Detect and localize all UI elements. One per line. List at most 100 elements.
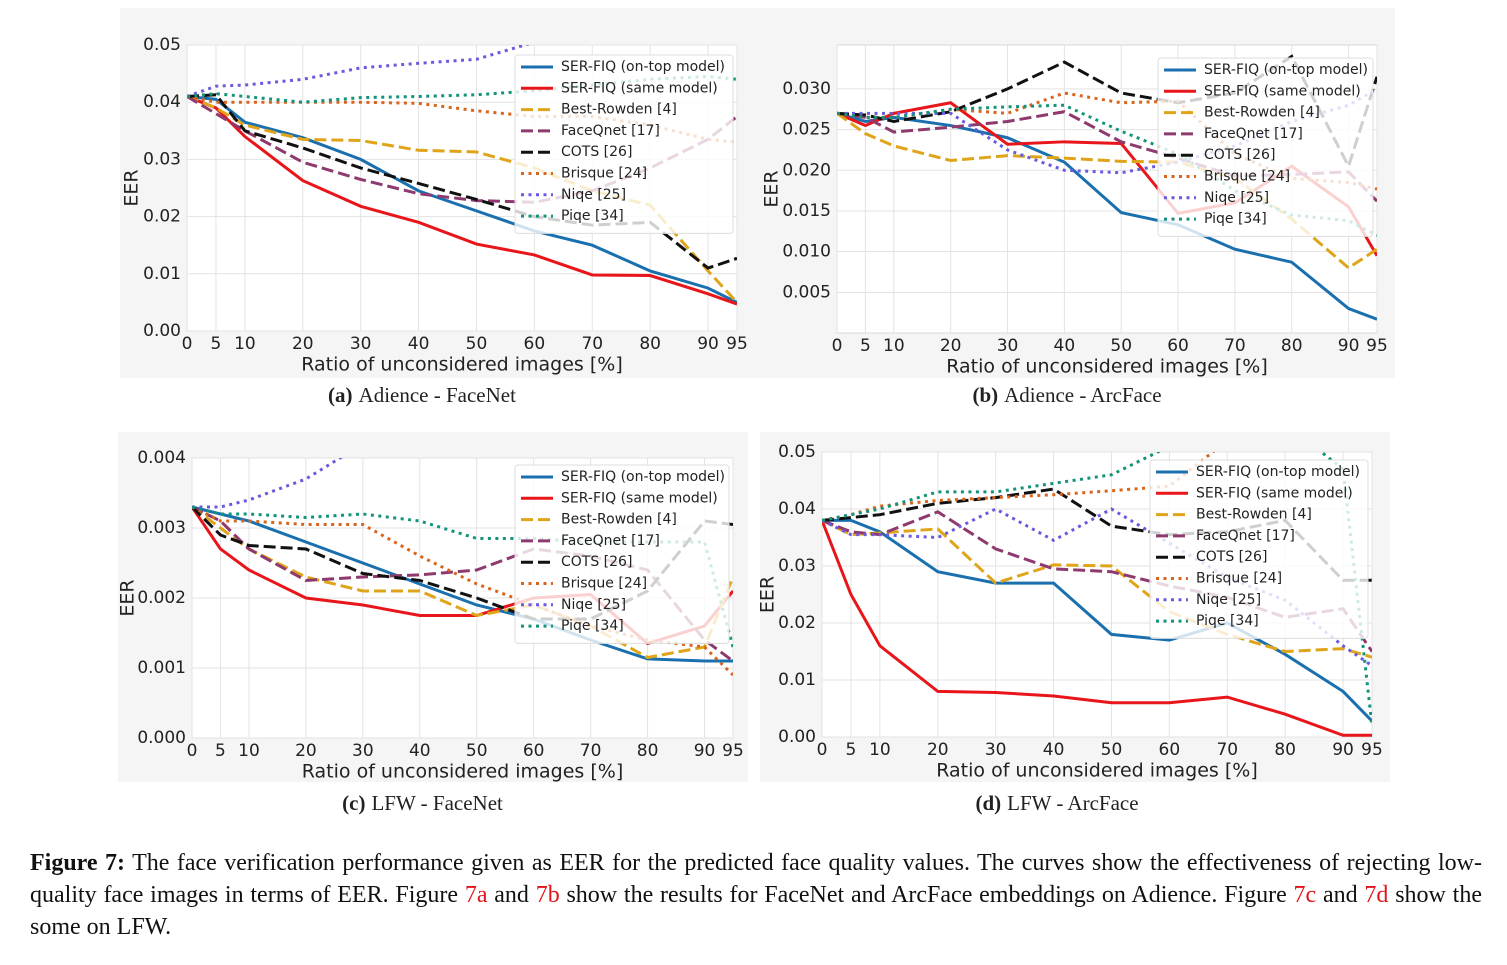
y-tick-label: 0.05 <box>778 442 816 462</box>
legend-label: Best-Rowden [4] <box>561 512 677 528</box>
x-tick-label: 0 <box>182 334 193 354</box>
legend-label: FaceQnet [17] <box>1196 528 1295 544</box>
x-tick-label: 10 <box>234 334 256 354</box>
x-tick-label: 95 <box>722 741 744 761</box>
x-tick-label: 40 <box>409 741 431 761</box>
legend-label: SER-FIQ (on-top model) <box>561 469 725 485</box>
y-tick-label: 0.001 <box>137 658 186 678</box>
x-tick-label: 90 <box>1332 740 1354 760</box>
y-tick-label: 0.000 <box>137 728 186 748</box>
data-line <box>822 518 1372 723</box>
x-tick-label: 20 <box>927 740 949 760</box>
y-tick-label: 0.020 <box>782 160 831 180</box>
legend-label: Niqe [25] <box>561 187 626 203</box>
legend-label: Niqe [25] <box>561 597 626 613</box>
x-tick-label: 0 <box>832 336 843 356</box>
y-tick-label: 0.04 <box>143 92 181 112</box>
data-line <box>822 487 1372 582</box>
x-tick-label: 95 <box>1366 336 1388 356</box>
x-tick-label: 80 <box>1274 740 1296 760</box>
x-tick-label: 30 <box>997 336 1019 356</box>
data-line <box>192 505 733 660</box>
legend-label: Best-Rowden [4] <box>1204 105 1320 121</box>
x-tick-label: 40 <box>1043 740 1065 760</box>
x-tick-label: 50 <box>1110 336 1132 356</box>
legend-label: Brisque [24] <box>561 166 647 182</box>
legend-label: FaceQnet [17] <box>1204 126 1303 142</box>
x-tick-label: 60 <box>1159 740 1181 760</box>
caption-label: Figure 7: <box>30 850 126 876</box>
x-tick-label: 30 <box>985 740 1007 760</box>
legend-label: Brisque [24] <box>1204 169 1290 185</box>
x-tick-label: 10 <box>238 741 260 761</box>
data-line <box>822 452 1372 726</box>
x-axis-label: Ratio of unconsidered images [%] <box>301 354 622 376</box>
figure-caption: Figure 7: The face verification performa… <box>30 847 1482 943</box>
legend-label: COTS [26] <box>1196 549 1267 565</box>
data-line <box>837 54 1377 171</box>
figure-reference[interactable]: 7a <box>464 882 488 908</box>
legend-label: Piqe [34] <box>561 208 624 224</box>
caption-text: show the some on LFW. <box>30 882 1482 940</box>
x-tick-label: 60 <box>523 741 545 761</box>
caption-text: and <box>1316 882 1365 908</box>
x-tick-label: 70 <box>1224 336 1246 356</box>
legend-label: SER-FIQ (same model) <box>1196 485 1353 501</box>
x-tick-label: 80 <box>1281 336 1303 356</box>
data-line <box>822 519 1372 737</box>
data-line <box>187 94 737 304</box>
y-tick-label: 0.025 <box>782 120 831 140</box>
x-tick-label: 80 <box>639 334 661 354</box>
x-tick-label: 40 <box>408 334 430 354</box>
legend-label: FaceQnet [17] <box>561 123 660 139</box>
y-tick-label: 0.02 <box>778 613 816 633</box>
caption-text: and <box>487 882 536 908</box>
subfigure-tag: (d) <box>975 791 1001 815</box>
x-tick-label: 60 <box>524 334 546 354</box>
figure-reference[interactable]: 7c <box>1293 882 1317 908</box>
subfigure-title: Adience - FaceNet <box>359 383 517 407</box>
x-tick-label: 40 <box>1054 336 1076 356</box>
legend-label: COTS [26] <box>561 554 632 570</box>
y-tick-label: 0.00 <box>143 321 181 341</box>
y-tick-label: 0.01 <box>143 264 181 284</box>
legend-label: Best-Rowden [4] <box>1196 507 1312 523</box>
legend-label: SER-FIQ (same model) <box>1204 83 1361 99</box>
subfigure-tag: (b) <box>972 383 998 407</box>
x-axis-label: Ratio of unconsidered images [%] <box>936 760 1257 782</box>
subfigure-title: LFW - ArcFace <box>1007 791 1138 815</box>
data-line <box>192 458 343 509</box>
x-tick-label: 5 <box>215 741 226 761</box>
x-tick-label: 10 <box>869 740 891 760</box>
x-tick-label: 50 <box>1101 740 1123 760</box>
caption-text: The face verification performance given … <box>30 850 1482 908</box>
x-tick-label: 95 <box>1361 740 1383 760</box>
legend-box <box>1157 57 1374 237</box>
legend-label: Best-Rowden [4] <box>561 102 677 118</box>
y-axis-label: EER <box>117 579 139 616</box>
y-tick-label: 0.030 <box>782 79 831 99</box>
x-tick-label: 5 <box>846 740 857 760</box>
legend-box <box>514 464 730 644</box>
x-tick-label: 5 <box>211 334 222 354</box>
y-tick-label: 0.03 <box>778 556 816 576</box>
figure-reference[interactable]: 7b <box>535 882 560 908</box>
subfigure-caption: (b) Adience - ArcFace <box>972 383 1161 407</box>
subfigure-tag: (a) <box>328 383 353 407</box>
legend-label: Piqe [34] <box>561 618 624 634</box>
subfigure-title: Adience - ArcFace <box>1004 383 1161 407</box>
legend-label: Brisque [24] <box>1196 571 1282 587</box>
x-axis-label: Ratio of unconsidered images [%] <box>302 761 623 783</box>
data-line <box>187 95 737 306</box>
caption-text: show the results for FaceNet and ArcFace… <box>559 882 1294 908</box>
x-tick-label: 20 <box>940 336 962 356</box>
x-tick-label: 50 <box>466 334 488 354</box>
legend-box <box>514 54 734 234</box>
x-tick-label: 70 <box>580 741 602 761</box>
data-line <box>187 45 530 98</box>
y-tick-label: 0.04 <box>778 499 816 519</box>
y-tick-label: 0.015 <box>782 201 831 221</box>
legend-box <box>1149 459 1369 639</box>
figure-reference[interactable]: 7d <box>1364 882 1389 908</box>
x-tick-label: 0 <box>187 741 198 761</box>
